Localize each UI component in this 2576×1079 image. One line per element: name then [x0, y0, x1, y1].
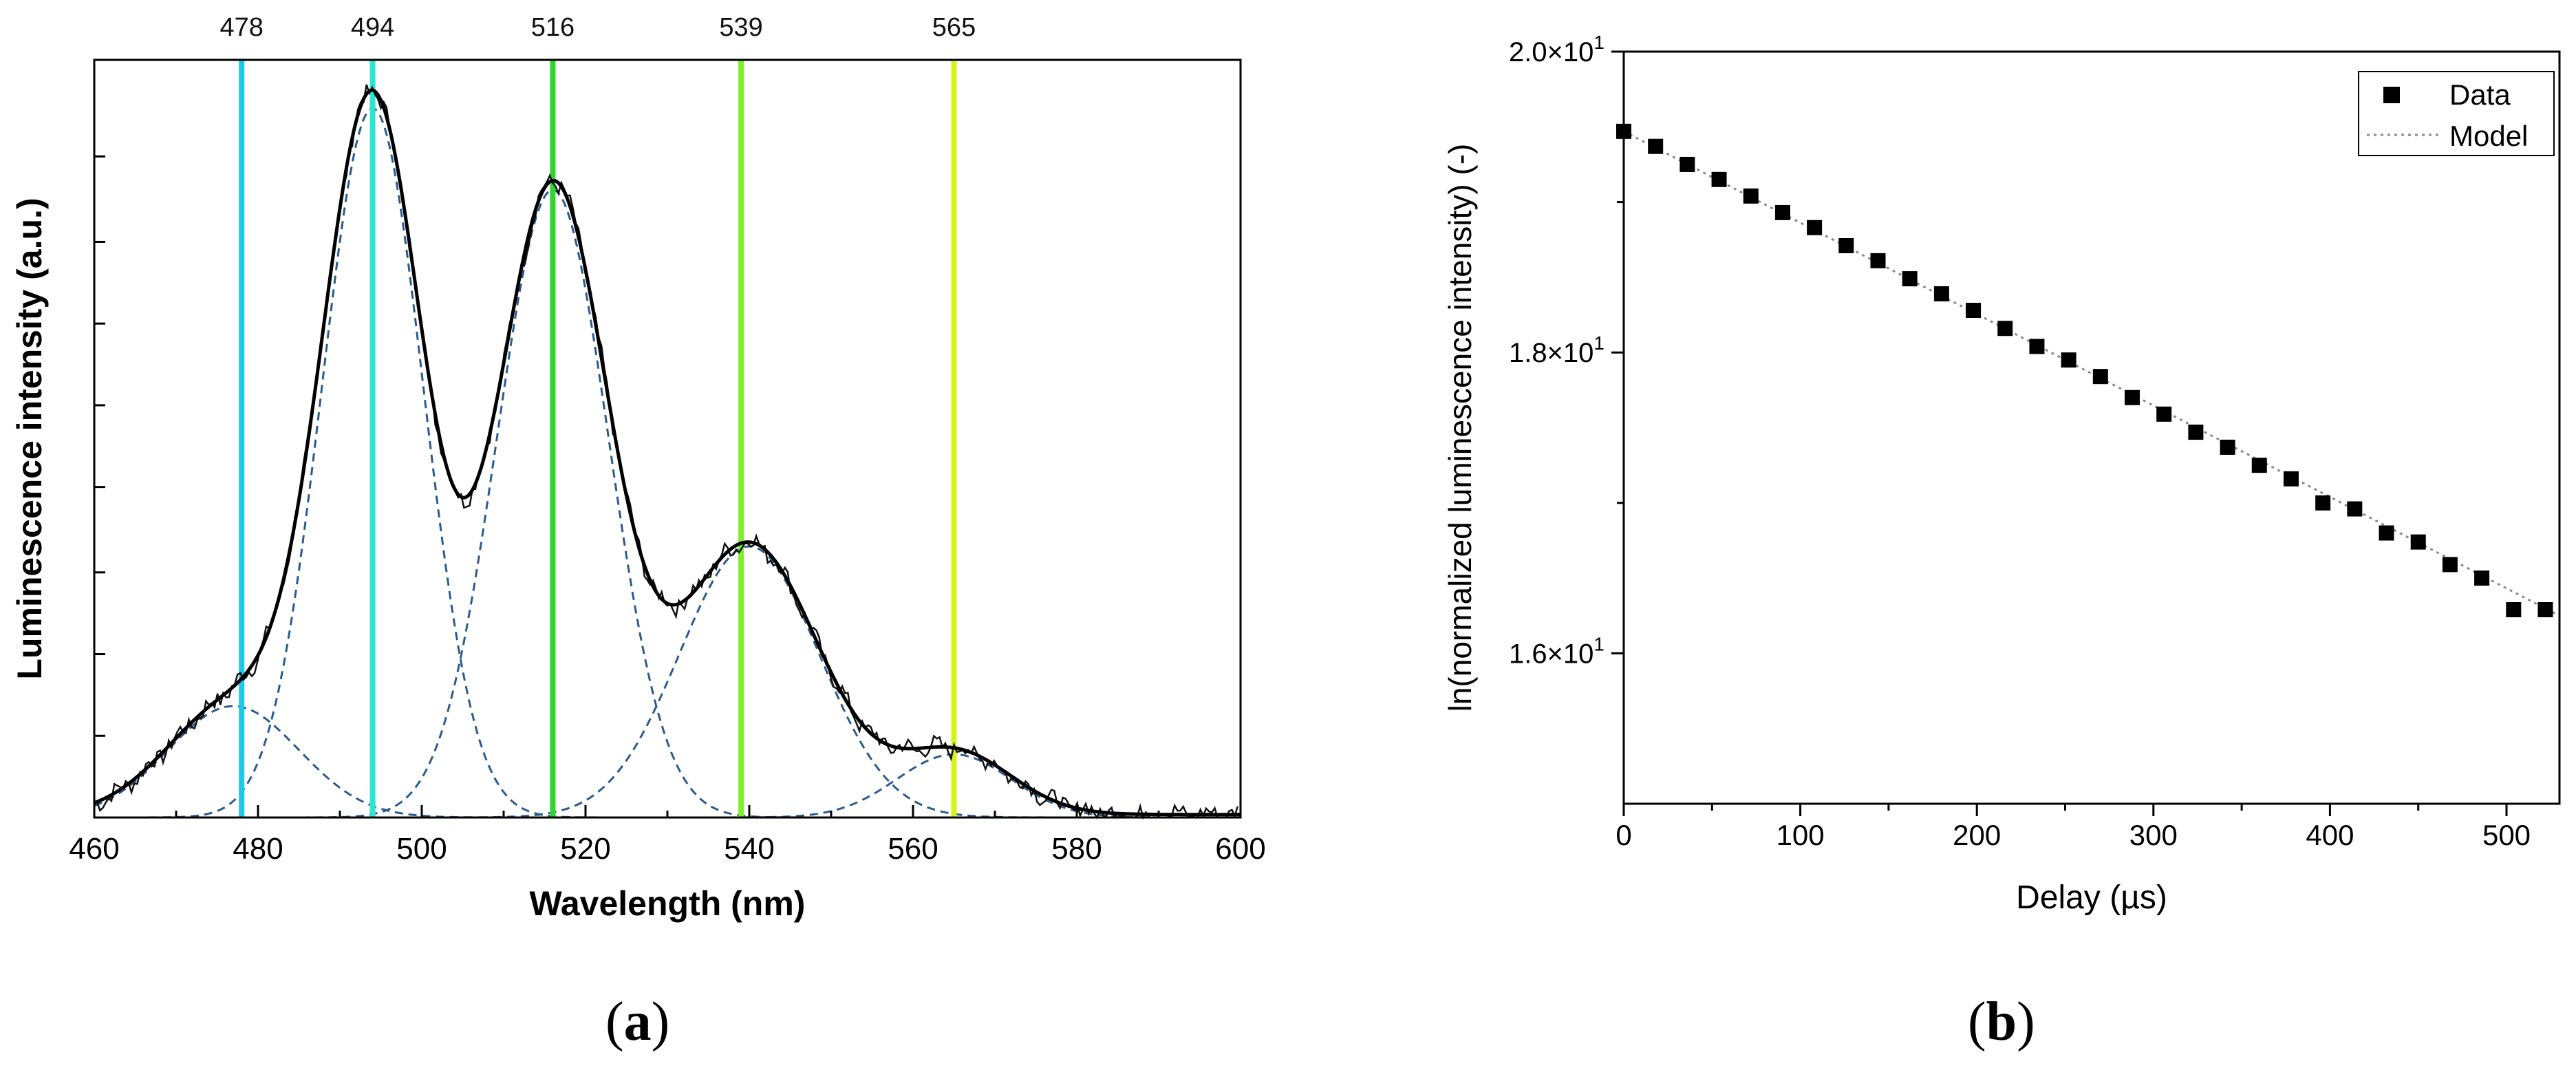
data-point [2092, 369, 2108, 385]
data-point [2347, 501, 2363, 517]
data-point [1648, 138, 1664, 154]
y-tick-label-b-20: 2.0×101 [1509, 32, 1604, 67]
peak-label-478: 478 [219, 13, 263, 42]
peak-label-565: 565 [932, 13, 976, 42]
x-tick-label-a-480: 480 [233, 832, 283, 866]
data-point [2315, 495, 2331, 511]
x-tick-label-a-580: 580 [1051, 832, 1102, 866]
component-curve-2 [94, 189, 1241, 819]
data-point [2125, 389, 2140, 405]
x-tick-label-a-600: 600 [1215, 832, 1265, 866]
data-point [1807, 220, 1823, 235]
chart-a: 478 494 516 539 565 460 480 500 520 540 560 580 600 W… [10, 13, 1266, 923]
data-point [1902, 271, 1918, 287]
x-axis-label-b: Delay (µs) [2016, 879, 2167, 916]
x-tick-label-b-200: 200 [1953, 819, 2001, 851]
caption-a-letter: a [623, 992, 652, 1052]
x-tick-label-a-560: 560 [888, 832, 938, 866]
data-point [2188, 425, 2204, 440]
peak-label-516: 516 [531, 13, 575, 42]
legend-box [2358, 71, 2555, 156]
y-tick-mantissa: 2.0×10 [1509, 37, 1593, 67]
y-tick-exponent: 1 [1593, 332, 1604, 354]
data-point [1838, 237, 1854, 253]
data-point [2379, 525, 2394, 541]
data-point [2251, 458, 2267, 473]
legend-data-marker [2383, 87, 2400, 103]
component-curve-3 [94, 545, 1241, 819]
component-curve-1 [94, 107, 1241, 819]
data-point [1997, 321, 2013, 336]
caption-b: (b) [1968, 991, 2035, 1054]
caption-b-open: ( [1968, 992, 1986, 1052]
x-tick-label-b-500: 500 [2482, 819, 2531, 851]
x-tick-label-b-100: 100 [1777, 819, 1825, 851]
chart-b: 0 100 200 300 400 5001.6×1011.8×1012.0×101Dat… [1442, 32, 2561, 916]
x-tick-label-b-400: 400 [2306, 819, 2354, 851]
y-axis-label-b: ln(normalized luminescence intensity) (-… [1442, 144, 1478, 712]
x-axis-label-a: Wavelength (nm) [530, 884, 806, 923]
y-tick-exponent: 1 [1593, 32, 1604, 53]
x-tick-label-b-300: 300 [2129, 819, 2178, 851]
x-tick-label-a-460: 460 [69, 832, 119, 866]
y-tick-exponent: 1 [1593, 633, 1604, 654]
data-point [2442, 557, 2458, 573]
data-point [2410, 534, 2426, 550]
data-point [1743, 188, 1759, 204]
x-tick-label-a-540: 540 [724, 832, 774, 866]
data-point [1933, 286, 1949, 301]
caption-a: (a) [605, 991, 669, 1054]
measured-curve [94, 84, 1238, 820]
y-tick-mantissa: 1.6×10 [1509, 639, 1593, 669]
data-point [2283, 471, 2299, 487]
data-point [2061, 352, 2076, 368]
peak-label-539: 539 [719, 13, 762, 42]
y-tick-label-b-18: 1.8×101 [1509, 332, 1604, 368]
data-point [1711, 171, 1727, 187]
data-point [1679, 156, 1695, 172]
caption-a-open: ( [605, 992, 624, 1052]
caption-b-close: ) [2017, 992, 2035, 1052]
legend-model-label: Model [2449, 120, 2528, 152]
peak-label-494: 494 [351, 13, 394, 42]
legend-data-label: Data [2449, 78, 2511, 111]
data-point [2029, 339, 2045, 354]
x-tick-label-b-0: 0 [1616, 819, 1631, 851]
data-point [1870, 253, 1886, 268]
component-curve-0 [94, 705, 1241, 819]
y-tick-mantissa: 1.8×10 [1509, 338, 1593, 368]
x-tick-label-a-500: 500 [396, 832, 447, 866]
y-tick-label-b-16: 1.6×101 [1509, 633, 1604, 669]
plot-frame-a [93, 58, 1242, 819]
caption-a-close: ) [651, 992, 670, 1052]
plot-frame-b [1622, 50, 2561, 805]
data-point [2537, 602, 2553, 618]
y-axis-label-a: Luminescence intensity (a.u.) [10, 197, 49, 679]
data-point [1966, 302, 1982, 318]
data-point [2220, 439, 2235, 455]
data-point [2156, 406, 2172, 422]
caption-b-letter: b [1986, 992, 2017, 1052]
data-point [2474, 570, 2490, 586]
fit-curve [94, 88, 1241, 817]
data-point [1774, 204, 1790, 220]
data-point [2506, 602, 2522, 618]
x-tick-label-a-520: 520 [560, 832, 610, 866]
component-curve-4 [94, 753, 1241, 819]
